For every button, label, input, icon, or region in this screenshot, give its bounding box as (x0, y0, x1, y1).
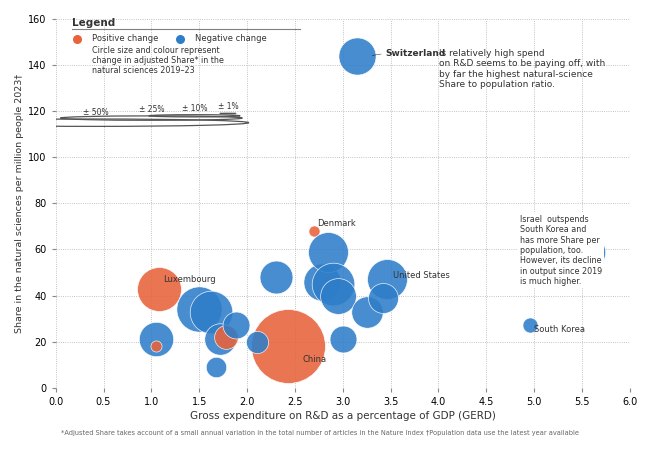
Point (205, 308, 216, 316)
Text: Luxembourg: Luxembourg (163, 275, 216, 284)
Text: ± 1%: ± 1% (218, 102, 238, 112)
Point (154, 285, 164, 292)
Text: *Adjusted Share takes account of a small annual variation in the total number of: *Adjusted Share takes account of a small… (61, 430, 580, 436)
Point (338, 335, 348, 343)
Point (323, 248, 334, 256)
Text: Circle size and colour represent
change in adjusted Share* in the
natural scienc: Circle size and colour represent change … (92, 45, 224, 76)
Point (382, 276, 392, 283)
Point (309, 227, 319, 235)
Text: United States: United States (393, 271, 449, 280)
Point (215, 335, 226, 343)
Point (211, 363, 222, 371)
Point (221, 333, 232, 341)
Point (361, 308, 372, 316)
Point (230, 322, 241, 329)
Text: Negative change: Negative change (195, 34, 267, 43)
Text: South Korea: South Korea (534, 325, 585, 334)
Text: Denmark: Denmark (317, 219, 356, 228)
Text: Switzerland: Switzerland (386, 49, 446, 58)
Point (378, 294, 388, 302)
Text: Positive change: Positive change (92, 34, 159, 43)
Point (270, 273, 281, 281)
Point (151, 335, 161, 343)
Point (525, 322, 536, 329)
Text: 's relatively high spend
on R&D seems to be paying off, with
by far the highest : 's relatively high spend on R&D seems to… (440, 49, 605, 89)
Y-axis label: Share in the natural sciences per million people 2023†: Share in the natural sciences per millio… (15, 74, 24, 333)
Point (72, 35, 82, 42)
Point (316, 278, 327, 286)
Text: ± 25%: ± 25% (139, 105, 164, 114)
Point (352, 52, 363, 60)
X-axis label: Gross expenditure on R&D as a percentage of GDP (GERD): Gross expenditure on R&D as a percentage… (190, 411, 495, 421)
Point (328, 280, 338, 288)
Text: ± 10%: ± 10% (182, 104, 207, 113)
Point (582, 248, 593, 256)
Point (283, 342, 293, 350)
Point (333, 292, 343, 299)
Text: ± 50%: ± 50% (83, 108, 109, 117)
Point (151, 342, 161, 350)
Text: Israel  outspends
South Korea and
has more Share per
population, too.
However, i: Israel outspends South Korea and has mor… (520, 215, 602, 286)
Text: China: China (303, 356, 327, 364)
Point (194, 306, 205, 313)
Point (251, 338, 262, 345)
Point (175, 35, 186, 42)
Text: Legend: Legend (72, 18, 116, 28)
